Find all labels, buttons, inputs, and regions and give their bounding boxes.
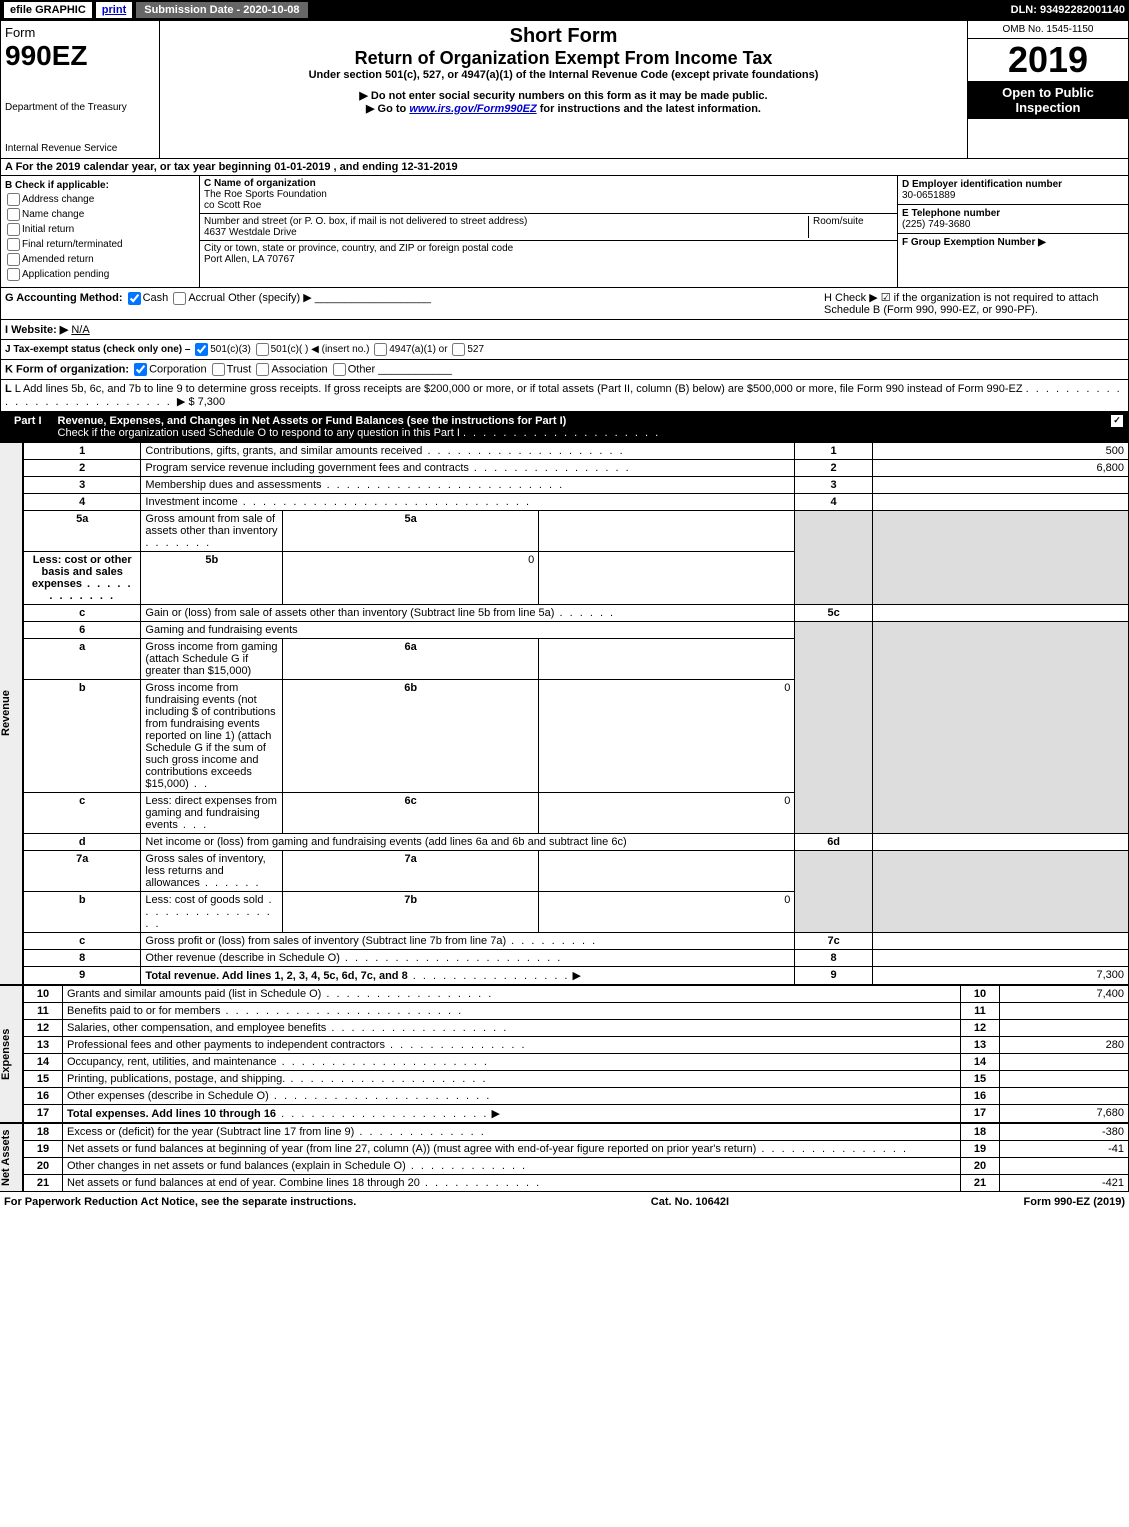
chk-cash[interactable] (128, 292, 141, 305)
subtitle-ssn: ▶ Do not enter social security numbers o… (164, 89, 963, 102)
chk-other-org[interactable] (333, 363, 346, 376)
chk-501c3[interactable] (195, 343, 208, 356)
omb-number: OMB No. 1545-1150 (968, 21, 1128, 39)
part1-sub: Check if the organization used Schedule … (58, 427, 460, 439)
chk-final: Final return/terminated (5, 238, 195, 251)
expenses-table: 10Grants and similar amounts paid (list … (23, 985, 1129, 1123)
print-link[interactable]: print (96, 2, 132, 18)
part1-heading: Revenue, Expenses, and Changes in Net As… (58, 415, 567, 427)
side-revenue: Revenue (0, 442, 23, 985)
chk-final-return[interactable] (7, 238, 20, 251)
tax-year: 2019 (968, 39, 1128, 81)
box-c: C Name of organization The Roe Sports Fo… (200, 176, 897, 287)
chk-corp[interactable] (134, 363, 147, 376)
i-label: I Website: ▶ (5, 324, 68, 336)
side-netassets: Net Assets (0, 1123, 23, 1192)
form-word: Form (5, 25, 155, 40)
part1-header: Part I Revenue, Expenses, and Changes in… (0, 412, 1129, 442)
phone: (225) 749-3680 (902, 219, 970, 230)
j-label: J Tax-exempt status (check only one) – (5, 344, 190, 355)
chk-trust[interactable] (212, 363, 225, 376)
chk-name: Name change (5, 208, 195, 221)
b-label: B Check if applicable: (5, 180, 109, 191)
chk-initial: Initial return (5, 223, 195, 236)
title-return: Return of Organization Exempt From Incom… (164, 48, 963, 69)
f-label: F Group Exemption Number ▶ (902, 237, 1046, 248)
footer: For Paperwork Reduction Act Notice, see … (0, 1192, 1129, 1212)
c-label: C Name of organization (204, 178, 316, 189)
subtitle-goto: ▶ Go to www.irs.gov/Form990EZ for instru… (164, 102, 963, 115)
chk-pending: Application pending (5, 268, 195, 281)
footer-right: Form 990-EZ (2019) (1024, 1196, 1126, 1208)
open-public: Open to Public (972, 85, 1124, 100)
block-bcdef: B Check if applicable: Address change Na… (0, 176, 1129, 288)
row-a: A For the 2019 calendar year, or tax yea… (0, 159, 1129, 176)
org-co: co Scott Roe (204, 200, 261, 211)
form-header: Form 990EZ Department of the Treasury In… (0, 20, 1129, 159)
chk-address: Address change (5, 193, 195, 206)
dept-treasury: Department of the Treasury (5, 102, 155, 113)
part1-checkbox[interactable]: ✓ (1111, 415, 1123, 427)
form-number: 990EZ (5, 40, 155, 72)
l-amount: ▶ $ 7,300 (177, 396, 225, 408)
city: Port Allen, LA 70767 (204, 254, 295, 265)
submission-date: Submission Date - 2020-10-08 (136, 2, 307, 18)
chk-accrual[interactable] (173, 292, 186, 305)
g-label: G Accounting Method: (5, 292, 123, 304)
chk-initial-return[interactable] (7, 223, 20, 236)
netassets-table: 18Excess or (deficit) for the year (Subt… (23, 1123, 1129, 1192)
subtitle-section: Under section 501(c), 527, or 4947(a)(1)… (164, 69, 963, 81)
chk-amended: Amended return (5, 253, 195, 266)
ein: 30-0651889 (902, 190, 955, 201)
city-label: City or town, state or province, country… (204, 243, 513, 254)
chk-application-pending[interactable] (7, 268, 20, 281)
footer-mid: Cat. No. 10642I (651, 1196, 729, 1208)
irs-label: Internal Revenue Service (5, 143, 155, 154)
website: N/A (71, 324, 89, 336)
chk-4947[interactable] (374, 343, 387, 356)
chk-address-change[interactable] (7, 193, 20, 206)
top-bar: efile GRAPHIC print Submission Date - 20… (0, 0, 1129, 20)
dln: DLN: 93492282001140 (1011, 4, 1125, 16)
k-label: K Form of organization: (5, 363, 129, 375)
footer-left: For Paperwork Reduction Act Notice, see … (4, 1196, 356, 1208)
room-suite: Room/suite (808, 216, 893, 238)
addr-label: Number and street (or P. O. box, if mail… (204, 216, 527, 227)
e-label: E Telephone number (902, 208, 1000, 219)
org-name: The Roe Sports Foundation (204, 189, 327, 200)
chk-assoc[interactable] (256, 363, 269, 376)
inspection: Inspection (972, 100, 1124, 115)
chk-527[interactable] (452, 343, 465, 356)
l-text: L Add lines 5b, 6c, and 7b to line 9 to … (15, 383, 1023, 395)
addr: 4637 Westdale Drive (204, 227, 297, 238)
side-expenses: Expenses (0, 985, 23, 1123)
irs-link[interactable]: www.irs.gov/Form990EZ (409, 103, 536, 115)
d-label: D Employer identification number (902, 179, 1062, 190)
chk-501c[interactable] (256, 343, 269, 356)
title-short-form: Short Form (164, 25, 963, 48)
part1-label: Part I (6, 415, 50, 439)
chk-name-change[interactable] (7, 208, 20, 221)
box-b: B Check if applicable: Address change Na… (1, 176, 200, 287)
revenue-table: 1Contributions, gifts, grants, and simil… (23, 442, 1129, 985)
chk-amended-return[interactable] (7, 253, 20, 266)
efile-label: efile GRAPHIC (4, 2, 92, 18)
h-text: H Check ▶ ☑ if the organization is not r… (824, 291, 1124, 316)
box-def: D Employer identification number30-06518… (897, 176, 1128, 287)
